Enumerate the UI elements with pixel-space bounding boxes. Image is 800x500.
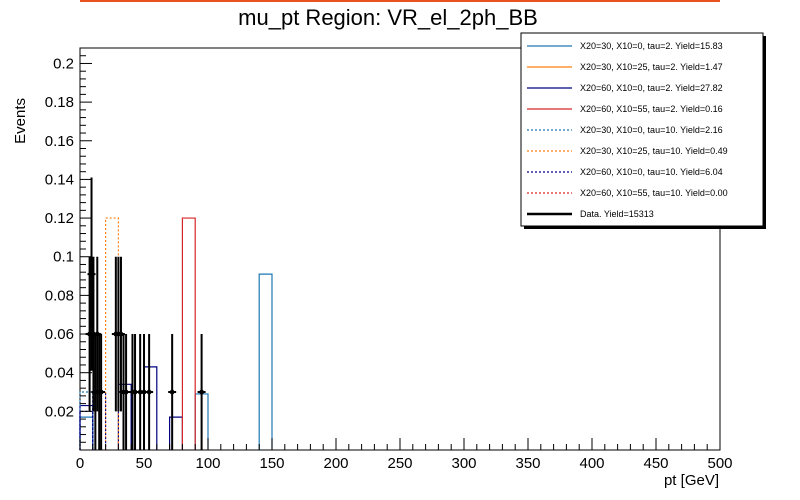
x-axis-title: pt [GeV] [664, 472, 719, 489]
chart-title: mu_pt Region: VR_el_2ph_BB [238, 5, 538, 30]
legend-label-1: X20=30, X10=25, tau=2. Yield=1.47 [580, 62, 723, 72]
legend-label-5: X20=30, X10=25, tau=10. Yield=0.49 [580, 146, 728, 156]
legend-label-0: X20=30, X10=0, tau=2. Yield=15.83 [580, 41, 723, 51]
series-0-bin-2 [258, 273, 273, 450]
x-tick-label-3: 150 [259, 455, 284, 472]
series-3-bin-0 [181, 217, 196, 450]
x-tick-label-1: 50 [136, 455, 153, 472]
x-tick-label-9: 450 [643, 455, 668, 472]
legend-label-8: Data. Yield=15313 [580, 209, 654, 219]
x-tick-label-10: 500 [707, 455, 732, 472]
legend-label-7: X20=60, X10=55, tau=10. Yield=0.00 [580, 188, 728, 198]
legend-label-2: X20=60, X10=0, tau=2. Yield=27.82 [580, 83, 723, 93]
y-axis-title: Events [12, 98, 29, 144]
y-tick-label-5: 0.12 [45, 210, 74, 227]
x-tick-label-6: 300 [451, 455, 476, 472]
data-point-18 [199, 389, 205, 395]
data-point-9 [118, 331, 124, 337]
series-2-bin-3 [143, 366, 158, 450]
x-tick-label-2: 100 [195, 455, 220, 472]
y-tick-label-4: 0.1 [53, 249, 74, 266]
data-point-13 [132, 389, 138, 395]
data-point-17 [169, 389, 175, 395]
legend-box [520, 32, 764, 227]
x-tick-label-4: 200 [323, 455, 348, 472]
x-tick-label-0: 0 [76, 455, 84, 472]
x-tick-label-8: 400 [579, 455, 604, 472]
y-tick-label-0: 0.02 [45, 403, 74, 420]
y-tick-label-3: 0.08 [45, 287, 74, 304]
axes-layer: 0 50 100 150 200 250 300 350 400 450 500 0.02 0.04 0.… [45, 55, 733, 472]
series-0-bin-0 [79, 416, 94, 450]
y-tick-label-6: 0.14 [45, 171, 74, 188]
series-2-bin-0 [79, 404, 94, 450]
bins-layer [79, 217, 273, 450]
legend: X20=30, X10=0, tau=2. Yield=15.83 X20=30,… [520, 32, 766, 229]
legend-label-6: X20=60, X10=0, tau=10. Yield=6.04 [580, 167, 723, 177]
x-tick-label-7: 350 [515, 455, 540, 472]
y-tick-label-7: 0.16 [45, 133, 74, 150]
series-4-bin-0 [79, 391, 94, 450]
y-tick-label-1: 0.04 [45, 365, 74, 382]
legend-label-3: X20=60, X10=55, tau=2. Yield=0.16 [580, 104, 723, 114]
data-point-16 [146, 389, 152, 395]
legend-label-4: X20=30, X10=0, tau=10. Yield=2.16 [580, 125, 723, 135]
data-points-layer [85, 177, 206, 450]
y-tick-label-8: 0.18 [45, 94, 74, 111]
x-tick-label-5: 250 [387, 455, 412, 472]
y-tick-label-2: 0.06 [45, 326, 74, 343]
data-point-15 [141, 389, 147, 395]
data-point-6 [98, 389, 104, 395]
y-tick-label-9: 0.2 [53, 55, 74, 72]
data-point-11 [123, 389, 129, 395]
